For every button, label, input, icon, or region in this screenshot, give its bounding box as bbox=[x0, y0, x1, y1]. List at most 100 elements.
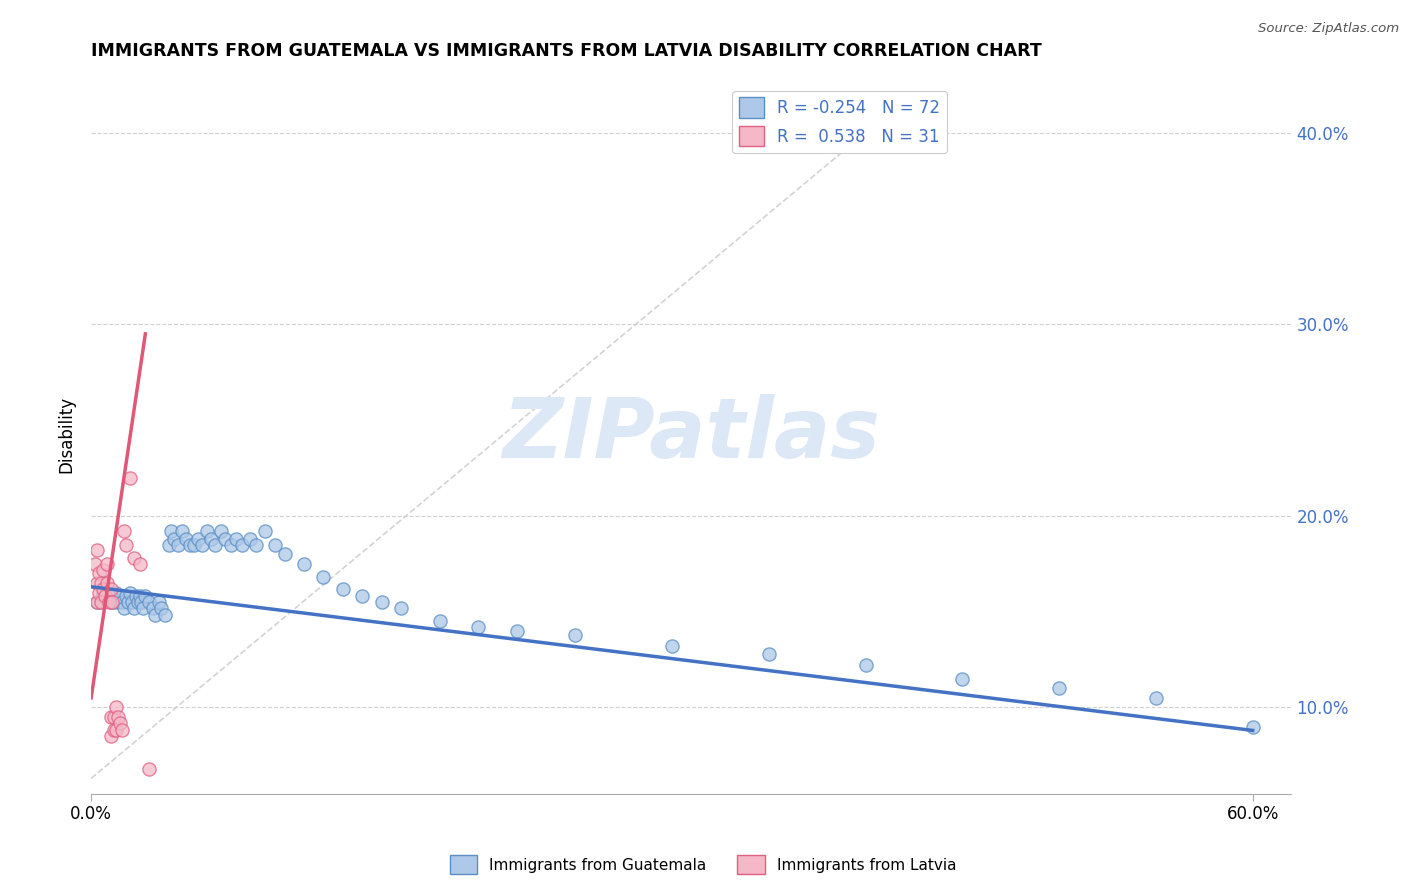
Point bbox=[111, 595, 134, 609]
Legend: R = -0.254   N = 72, R =  0.538   N = 31: R = -0.254 N = 72, R = 0.538 N = 31 bbox=[733, 91, 948, 153]
Point bbox=[219, 538, 242, 552]
Point bbox=[107, 595, 129, 609]
Point bbox=[96, 582, 118, 596]
Point bbox=[950, 672, 973, 686]
Point bbox=[86, 595, 108, 609]
Point bbox=[274, 547, 297, 561]
Point bbox=[134, 590, 156, 604]
Point bbox=[312, 570, 335, 584]
Point bbox=[87, 585, 110, 599]
Point bbox=[200, 532, 222, 546]
Point bbox=[132, 600, 155, 615]
Point bbox=[1047, 681, 1070, 696]
Point bbox=[103, 723, 125, 738]
Point bbox=[264, 538, 287, 552]
Point bbox=[370, 595, 392, 609]
Point bbox=[148, 595, 170, 609]
Text: Source: ZipAtlas.com: Source: ZipAtlas.com bbox=[1258, 22, 1399, 36]
Point bbox=[112, 524, 135, 539]
Legend: Immigrants from Guatemala, Immigrants from Latvia: Immigrants from Guatemala, Immigrants fr… bbox=[443, 849, 963, 880]
Point bbox=[100, 585, 122, 599]
Point bbox=[209, 524, 232, 539]
Point bbox=[103, 595, 125, 609]
Point bbox=[121, 595, 143, 609]
Point bbox=[225, 532, 247, 546]
Point bbox=[167, 538, 190, 552]
Point bbox=[112, 600, 135, 615]
Point bbox=[855, 658, 877, 673]
Point bbox=[183, 538, 205, 552]
Point bbox=[91, 582, 114, 596]
Point bbox=[195, 524, 218, 539]
Point bbox=[231, 538, 253, 552]
Y-axis label: Disability: Disability bbox=[58, 396, 75, 473]
Point bbox=[142, 600, 165, 615]
Point bbox=[187, 532, 209, 546]
Point bbox=[190, 538, 212, 552]
Point bbox=[96, 557, 118, 571]
Point bbox=[1241, 720, 1264, 734]
Point bbox=[138, 762, 160, 776]
Point bbox=[86, 576, 108, 591]
Point bbox=[100, 582, 122, 596]
Point bbox=[105, 700, 128, 714]
Point bbox=[118, 585, 141, 599]
Point bbox=[138, 595, 160, 609]
Point bbox=[758, 647, 780, 661]
Point bbox=[91, 585, 114, 599]
Point bbox=[128, 590, 150, 604]
Point bbox=[105, 723, 128, 738]
Point bbox=[1144, 690, 1167, 705]
Point bbox=[179, 538, 201, 552]
Point bbox=[172, 524, 194, 539]
Point bbox=[153, 608, 176, 623]
Point bbox=[96, 576, 118, 591]
Point bbox=[115, 590, 138, 604]
Point bbox=[97, 590, 120, 604]
Point bbox=[86, 595, 108, 609]
Point bbox=[105, 585, 128, 599]
Point bbox=[100, 710, 122, 724]
Point bbox=[163, 532, 186, 546]
Point bbox=[90, 595, 112, 609]
Point bbox=[149, 600, 172, 615]
Point bbox=[100, 595, 122, 609]
Point bbox=[86, 543, 108, 558]
Point bbox=[157, 538, 180, 552]
Point bbox=[91, 562, 114, 576]
Point bbox=[115, 538, 138, 552]
Point bbox=[93, 590, 115, 604]
Point bbox=[204, 538, 226, 552]
Point bbox=[84, 557, 107, 571]
Point bbox=[108, 590, 131, 604]
Point bbox=[661, 639, 683, 653]
Point bbox=[103, 710, 125, 724]
Point bbox=[128, 557, 150, 571]
Text: ZIPatlas: ZIPatlas bbox=[502, 394, 880, 475]
Point bbox=[111, 723, 134, 738]
Point bbox=[122, 551, 145, 566]
Point bbox=[174, 532, 197, 546]
Point bbox=[506, 624, 529, 638]
Point bbox=[101, 595, 124, 609]
Point bbox=[332, 582, 354, 596]
Point bbox=[90, 595, 112, 609]
Point bbox=[118, 470, 141, 484]
Point bbox=[159, 524, 181, 539]
Point bbox=[564, 627, 586, 641]
Point bbox=[143, 608, 166, 623]
Point bbox=[131, 595, 153, 609]
Point bbox=[127, 595, 149, 609]
Point bbox=[108, 715, 131, 730]
Point bbox=[292, 557, 315, 571]
Point bbox=[100, 729, 122, 743]
Point bbox=[467, 620, 489, 634]
Point bbox=[239, 532, 262, 546]
Text: IMMIGRANTS FROM GUATEMALA VS IMMIGRANTS FROM LATVIA DISABILITY CORRELATION CHART: IMMIGRANTS FROM GUATEMALA VS IMMIGRANTS … bbox=[91, 42, 1042, 60]
Point bbox=[245, 538, 267, 552]
Point bbox=[429, 614, 451, 628]
Point bbox=[97, 595, 120, 609]
Point bbox=[87, 566, 110, 581]
Point bbox=[101, 590, 124, 604]
Point bbox=[254, 524, 277, 539]
